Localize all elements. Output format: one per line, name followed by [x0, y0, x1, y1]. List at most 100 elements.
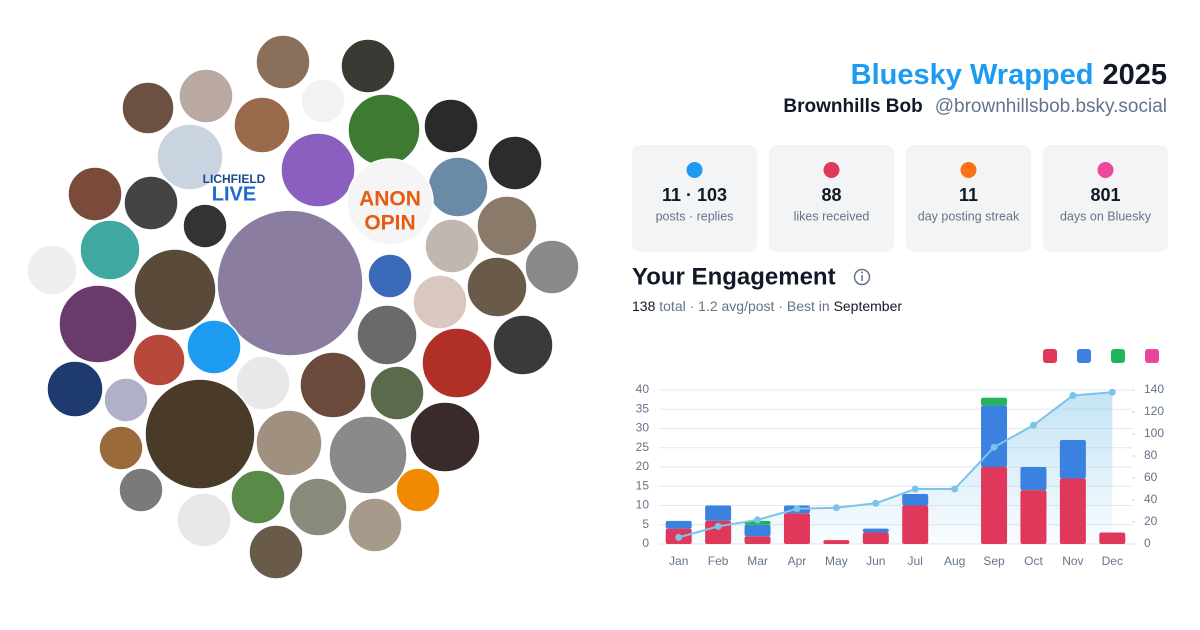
avatar [346, 158, 434, 246]
y-tick-label: 5 [642, 517, 649, 531]
bar-segment [705, 505, 732, 521]
avatar [288, 477, 348, 537]
chart: 0 5 10 15 20 25 30 35 40 0 20 40 60 80 100 120 140 Jan Feb… [636, 382, 1165, 568]
avatar [487, 135, 543, 191]
bar-segment [744, 536, 771, 544]
line-point [675, 533, 683, 541]
avatar [424, 218, 480, 274]
stat-value: 11 · 103 [662, 185, 727, 205]
x-tick-label: Oct [1024, 554, 1043, 568]
avatar [300, 78, 346, 124]
line-point [832, 504, 840, 512]
stat-icon [686, 162, 703, 178]
bar-segment [862, 528, 889, 533]
avatar [46, 360, 104, 418]
summary-total: 138 [632, 298, 656, 314]
line-point [872, 499, 880, 507]
avatar [423, 98, 479, 154]
avatar [347, 93, 421, 167]
avatar [524, 239, 580, 295]
y2-tick-label: 140 [1144, 382, 1164, 396]
x-tick-label: Jul [908, 554, 923, 568]
stat-label: likes received [794, 209, 870, 223]
stat-value: 801 [1090, 185, 1120, 205]
avatar [58, 284, 138, 364]
avatar [356, 304, 418, 366]
avatar [176, 492, 232, 548]
stat-icon [960, 162, 977, 178]
line-point [1029, 421, 1037, 429]
x-tick-label: Jan [669, 554, 688, 568]
summary: 138 total · 1.2 avg/post · Best in Septe… [632, 298, 902, 314]
info-icon [853, 268, 871, 286]
y2-tick-label: 0 [1144, 536, 1151, 550]
avatar [98, 425, 144, 471]
avatar-label: OPIN [364, 212, 415, 235]
stat-icon [823, 162, 840, 178]
y-tick-label: 25 [636, 440, 650, 454]
line-point [793, 505, 801, 513]
bar-segment [1059, 440, 1086, 479]
bar-segment [665, 520, 692, 529]
avatar [132, 333, 186, 387]
y-tick-label: 10 [636, 498, 650, 512]
line-point [1069, 392, 1077, 399]
avatar [216, 209, 364, 357]
x-tick-label: Jun [866, 554, 885, 568]
line-point [714, 522, 722, 530]
y2-tick-label: 80 [1144, 448, 1158, 462]
avatar [340, 38, 396, 94]
bar-segment [902, 493, 929, 506]
avatar [144, 378, 256, 490]
avatar [186, 319, 242, 375]
x-tick-label: May [825, 554, 848, 568]
avatar [427, 156, 489, 218]
y-tick-label: 30 [636, 421, 650, 435]
y-tick-label: 15 [636, 478, 650, 492]
handle: @brownhillsbob.bsky.social [935, 96, 1167, 117]
y-tick-label: 35 [636, 401, 650, 415]
avatar [369, 365, 425, 421]
avatar [133, 248, 217, 332]
avatar [367, 253, 413, 299]
bar-segment [783, 513, 810, 544]
avatar [121, 81, 175, 135]
avatar [492, 314, 554, 376]
summary-best: September [834, 298, 903, 314]
avatar [280, 132, 356, 208]
x-tick-label: Dec [1102, 554, 1123, 568]
display-name: Brownhills Bob [783, 96, 922, 117]
bar-segment [823, 540, 850, 544]
avatar [248, 524, 304, 580]
line [678, 391, 1113, 539]
avatar [103, 377, 149, 423]
legend-icon [1077, 349, 1091, 363]
line-point [990, 443, 998, 451]
stat-value: 11 [959, 185, 978, 205]
avatar [347, 497, 403, 553]
bar-segment [1020, 467, 1047, 491]
stat-card [906, 145, 1031, 252]
avatar [233, 96, 291, 154]
avatar-label: ANON [359, 188, 421, 211]
title-year: 2025 [1102, 59, 1167, 91]
avatar [409, 401, 481, 473]
x-tick-label: Nov [1062, 554, 1083, 568]
title-brand: Bluesky Wrapped [851, 59, 1094, 91]
avatar [476, 195, 538, 257]
stat-label: posts · replies [656, 209, 734, 223]
line-point [951, 485, 959, 493]
stat-card [769, 145, 894, 252]
avatar [26, 244, 78, 296]
x-tick-label: Apr [788, 554, 807, 568]
bar-segment [705, 520, 732, 544]
x-tick-label: Feb [708, 554, 729, 568]
avatar [235, 355, 291, 411]
bar-segment [1059, 478, 1086, 544]
title: Bluesky Wrapped 2025 [851, 59, 1167, 91]
bar-segment [981, 467, 1008, 544]
avatar [421, 327, 493, 399]
bar-segment [862, 532, 889, 544]
